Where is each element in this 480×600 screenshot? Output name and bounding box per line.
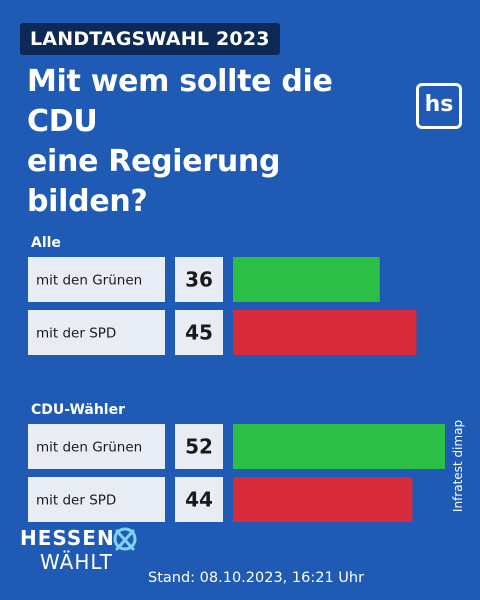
source-credit: Infratest dimap xyxy=(451,419,465,513)
brand-line-2: WÄHLT xyxy=(40,550,114,574)
category-label: mit der SPD xyxy=(36,326,116,342)
election-tag: LANDTAGSWAHL 2023 xyxy=(20,23,280,55)
bar xyxy=(233,477,413,522)
timestamp: Stand: 08.10.2023, 16:21 Uhr xyxy=(148,570,365,586)
category-label: mit der SPD xyxy=(36,493,116,509)
bar xyxy=(233,424,445,469)
group-label: Alle xyxy=(31,235,61,251)
value-box xyxy=(175,424,223,469)
value-box xyxy=(175,477,223,522)
category-label-box xyxy=(28,310,165,355)
data-label: 52 xyxy=(185,435,213,459)
group-label: CDU-Wähler xyxy=(31,402,125,418)
title-line-1: Mit wem sollte die CDU xyxy=(27,64,333,139)
category-label-box xyxy=(28,477,165,522)
bar-chart: Alle mit den Grünen 36 mit der SPD 45 CDU-Wäh… xyxy=(28,235,445,522)
hs-logo: hs xyxy=(416,83,462,129)
bar xyxy=(233,257,380,302)
bar xyxy=(233,310,417,355)
category-label: mit den Grünen xyxy=(36,440,142,456)
category-label-box xyxy=(28,257,165,302)
brand-line-1: HESSEN xyxy=(20,526,115,550)
data-label: 36 xyxy=(185,268,213,292)
data-label: 44 xyxy=(185,488,213,512)
data-label: 45 xyxy=(185,321,213,345)
page-title: Mit wem sollte die CDU eine Regierung bi… xyxy=(27,62,407,222)
value-box xyxy=(175,310,223,355)
title-line-2: eine Regierung bilden? xyxy=(27,144,281,219)
value-box xyxy=(175,257,223,302)
category-label-box xyxy=(28,424,165,469)
hessen-waehlt-logo: HESSEN WÄHLT xyxy=(20,526,137,574)
category-label: mit den Grünen xyxy=(36,273,142,289)
ballot-cross-icon xyxy=(113,527,137,551)
